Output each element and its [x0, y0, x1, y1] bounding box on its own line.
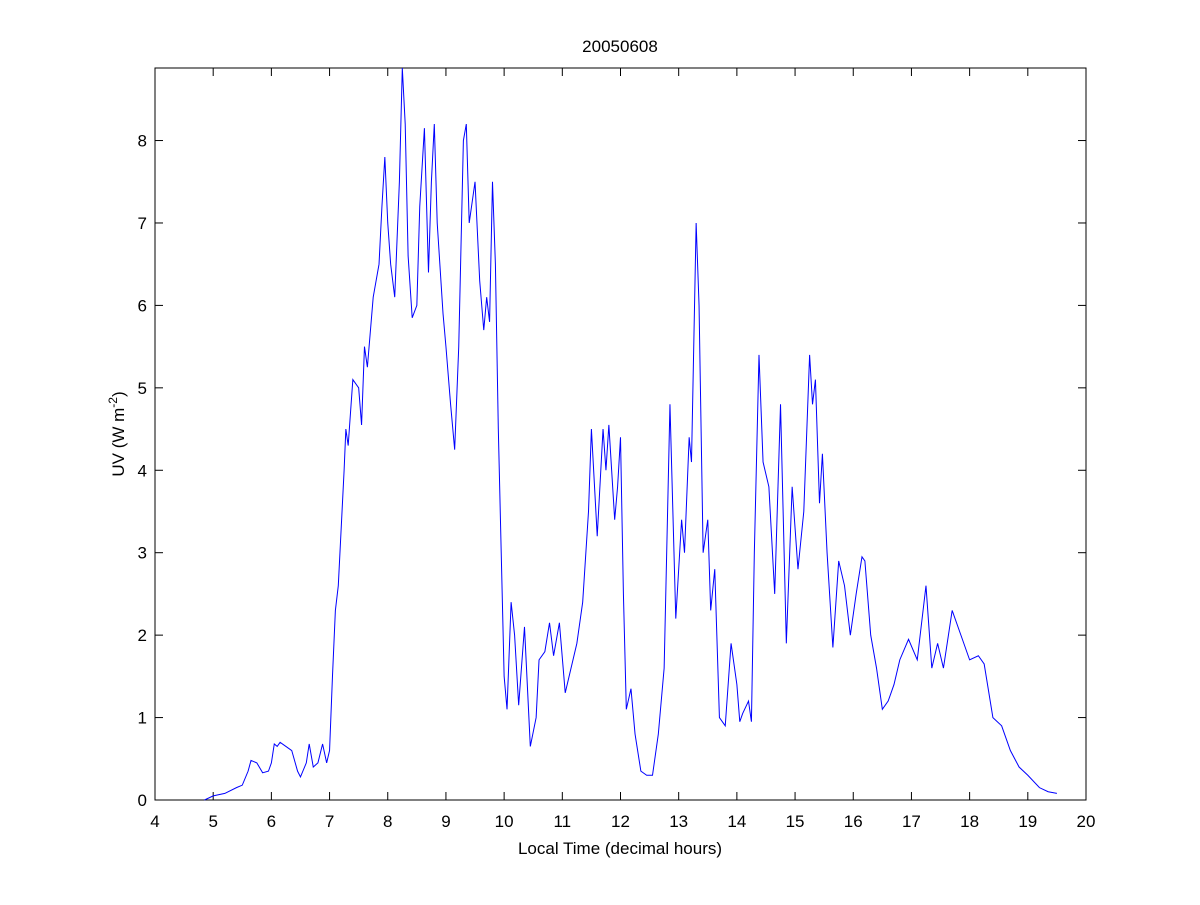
x-tick-label: 14: [727, 812, 746, 831]
y-tick-label: 7: [138, 214, 147, 233]
x-tick-label: 4: [150, 812, 159, 831]
x-tick-label: 12: [611, 812, 630, 831]
x-tick-label: 7: [325, 812, 334, 831]
y-tick-label: 0: [138, 791, 147, 810]
x-tick-label: 6: [267, 812, 276, 831]
x-tick-label: 15: [786, 812, 805, 831]
y-tick-label: 5: [138, 379, 147, 398]
y-tick-label: 3: [138, 544, 147, 563]
y-label-end: ): [109, 391, 128, 397]
y-label-main: UV (W m: [109, 408, 128, 477]
data-line: [204, 67, 1058, 801]
x-axis-label: Local Time (decimal hours): [518, 839, 722, 858]
y-tick-label: 6: [138, 296, 147, 315]
x-tick-label: 11: [553, 812, 571, 831]
y-tick-label: 2: [138, 626, 147, 645]
x-tick-label: 19: [1018, 812, 1037, 831]
y-axis-label: UV (W m-2): [106, 391, 128, 476]
x-tick-label: 13: [669, 812, 688, 831]
x-tick-label: 17: [902, 812, 921, 831]
y-tick-label: 4: [138, 461, 147, 480]
x-tick-label: 18: [960, 812, 979, 831]
y-tick-label: 8: [138, 132, 147, 151]
x-tick-label: 10: [495, 812, 514, 831]
plot-frame: [154, 67, 1087, 801]
chart-title: 20050608: [582, 37, 658, 56]
y-tick-label: 1: [138, 709, 147, 728]
x-tick-label: 5: [208, 812, 217, 831]
x-tick-label: 8: [383, 812, 392, 831]
x-tick-label: 20: [1077, 812, 1096, 831]
x-tick-label: 16: [844, 812, 863, 831]
x-tick-label: 9: [441, 812, 450, 831]
y-label-sup: -2: [106, 397, 120, 408]
